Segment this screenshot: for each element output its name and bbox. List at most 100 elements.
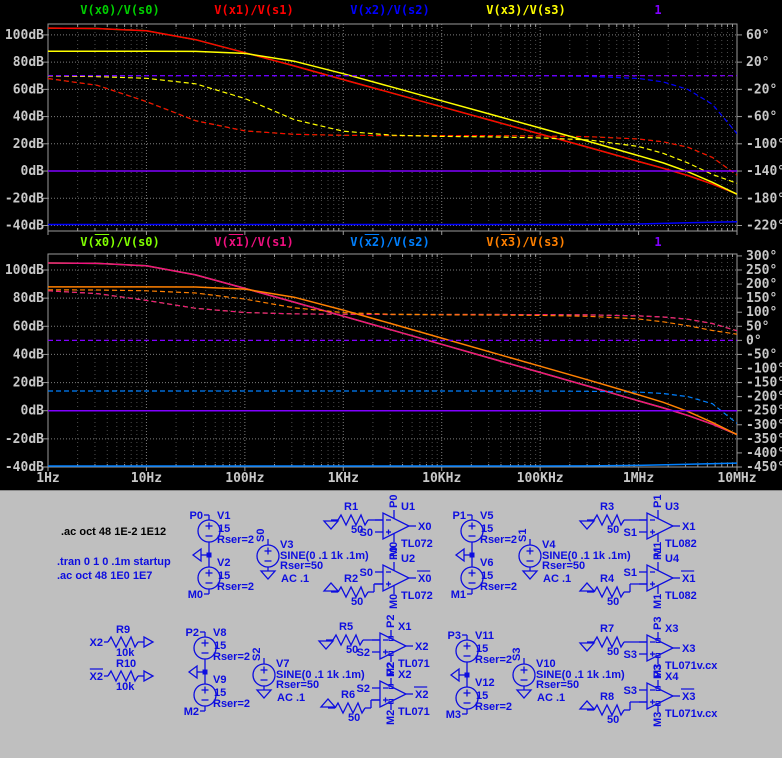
- designator-R9: R9: [116, 624, 130, 636]
- trace-V(x3)/V(s3)-phase[interactable]: [48, 75, 737, 184]
- trace-V(x1)/V(s1)-phase[interactable]: [48, 77, 737, 176]
- designator-R6: R6: [341, 689, 355, 701]
- deg-tick-label: -450°: [746, 460, 782, 475]
- legend-item-1-4[interactable]: V(x3)/V(s3): [486, 3, 566, 17]
- rser: Rser=2: [475, 701, 512, 713]
- ac-spec: AC .1: [281, 573, 309, 585]
- net-label-S2: S2: [357, 683, 370, 695]
- trace-V(x̅3)/V(s3)-magnitude[interactable]: [48, 286, 737, 436]
- model-name: TL071: [398, 658, 430, 670]
- pin-square: [388, 636, 394, 641]
- db-tick-label: 80dB: [13, 55, 44, 70]
- rser: Rser=2: [213, 698, 250, 710]
- value: 50: [348, 712, 360, 724]
- pin-square: [655, 686, 661, 691]
- net-label-out: X1: [682, 521, 695, 533]
- net-label-S3: S3: [511, 648, 523, 661]
- net-label-out: X0: [418, 521, 431, 533]
- x-axis-label: 1KHz: [328, 471, 359, 486]
- legend-item-2-2[interactable]: V(x1)/V(s1): [214, 235, 294, 249]
- designator: V5: [480, 510, 493, 522]
- value: 15: [214, 640, 226, 652]
- designator-R10: R10: [116, 658, 136, 670]
- net-label-M0: M0: [188, 589, 203, 601]
- legend-item-2-3[interactable]: V(x2)/V(s2): [350, 235, 430, 249]
- directive-text-2[interactable]: .tran 0 1 0 .1m startup: [57, 556, 171, 568]
- trace-V(x2)/V(s2)-magnitude[interactable]: [48, 220, 737, 226]
- directive-text-3[interactable]: .ac oct 48 1E0 1E7: [57, 570, 152, 582]
- sine-spec: SINE(0 .1 1k .1m): [542, 550, 631, 562]
- port-arrow-icon: [143, 635, 155, 649]
- power-label-P2: P2: [385, 663, 397, 676]
- value: 10k: [116, 647, 135, 659]
- trace-V(x̅2)/V(s2)-magnitude[interactable]: [48, 462, 737, 467]
- spice-directive: .ac oct 48 1E-2 1E12: [61, 526, 166, 538]
- ground-icon: [578, 520, 596, 530]
- deg-tick-label: -100°: [746, 361, 782, 376]
- power-label-P3: P3: [652, 617, 664, 630]
- pane-border: [47, 253, 738, 468]
- port-resistor-R10[interactable]: X2 R10 10k: [90, 658, 155, 693]
- rser: Rser=2: [475, 654, 512, 666]
- power-label-P2: P2: [385, 615, 397, 628]
- deg-tick-label: -300°: [746, 418, 782, 433]
- power-label-P3: P3: [652, 665, 664, 678]
- x-axis-label: 1Hz: [36, 471, 59, 486]
- db-tick-label: 60dB: [13, 319, 44, 334]
- legend-item-1-1[interactable]: V(x0)/V(s0): [80, 3, 160, 17]
- junction-dot: [464, 672, 470, 678]
- legend-item-1-3[interactable]: V(x2)/V(s2): [350, 3, 430, 17]
- power-label-P0: P0: [388, 495, 400, 508]
- deg-tick-label: 20°: [746, 55, 769, 70]
- trace-V(x3)/V(s3)-magnitude[interactable]: [48, 50, 737, 195]
- sine-spec: SINE(0 .1 1k .1m): [280, 550, 369, 562]
- port-resistor-R9[interactable]: X2 R9 10k: [90, 624, 155, 659]
- value: 15: [481, 523, 493, 535]
- net-label-out: X2: [415, 641, 428, 653]
- ground-icon: [578, 700, 596, 710]
- net-label-P0: P0: [190, 510, 203, 522]
- rser: Rser=50: [276, 679, 319, 691]
- power-label-M1: M1: [652, 542, 664, 557]
- schematic-editor[interactable]: .ac oct 48 1E-2 1E12 .tran 0 1 0 .1m star…: [0, 490, 782, 758]
- model-name: TL072: [401, 590, 433, 602]
- legend-item-1-5[interactable]: 1: [654, 3, 662, 17]
- legend-item-2-1[interactable]: V(x0)/V(s0): [80, 235, 160, 249]
- value: 50: [351, 524, 363, 536]
- value: 15: [214, 687, 226, 699]
- net-label-P3: P3: [448, 630, 461, 642]
- net-label-S0: S0: [360, 527, 373, 539]
- amp-cluster-4[interactable]: R750P3M3X3TL071v.cxX3S3R850P3M3X4TL071v.…: [578, 617, 718, 727]
- port-arrow-icon: [143, 669, 155, 683]
- waveform-viewer[interactable]: 100dB 80dB 60dB 40dB 20dB 0dB -20dB -40dB 60° 20°…: [0, 0, 782, 490]
- net-label-P1: P1: [453, 510, 466, 522]
- legend-item-2-5[interactable]: 1: [654, 235, 662, 249]
- db-tick-label: 0dB: [21, 164, 45, 179]
- trace-V(x̅2)/V(s2)-phase[interactable]: [48, 390, 737, 424]
- db-tick-label: -20dB: [5, 432, 44, 447]
- legend-item-2-4[interactable]: V(x3)/V(s3): [486, 235, 566, 249]
- resistor-zigzag: [593, 513, 625, 527]
- directive-text-1[interactable]: .ac oct 48 1E-2 1E12: [61, 526, 166, 538]
- net-label-out: X1: [682, 573, 695, 585]
- legend-item-1-2[interactable]: V(x1)/V(s1): [214, 3, 294, 17]
- resistor-zigzag: [334, 701, 366, 715]
- spice-directive: .tran 0 1 0 .1m startup: [57, 556, 171, 568]
- x-axis-label: 10MHz: [717, 471, 756, 486]
- trace-V(x̅3)/V(s3)-phase[interactable]: [48, 289, 737, 335]
- resistor-zigzag: [593, 635, 625, 649]
- pane2-legend: V(x0)/V(s0) V(x1)/V(s1) V(x2)/V(s2) V(x3)/V…: [0, 235, 782, 251]
- net-label-out: X3: [682, 643, 695, 655]
- net-label-S1: S1: [624, 527, 637, 539]
